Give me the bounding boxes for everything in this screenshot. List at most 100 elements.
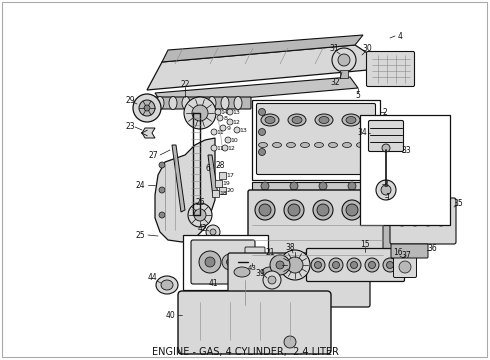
Ellipse shape — [265, 117, 275, 123]
Polygon shape — [155, 77, 358, 105]
Ellipse shape — [261, 114, 279, 126]
Circle shape — [199, 251, 221, 273]
Ellipse shape — [259, 143, 268, 148]
Circle shape — [387, 261, 393, 269]
Circle shape — [222, 254, 238, 270]
Text: 31: 31 — [329, 44, 339, 53]
Text: 2: 2 — [383, 108, 388, 117]
Ellipse shape — [156, 96, 164, 109]
Circle shape — [280, 250, 310, 280]
Text: 44: 44 — [147, 274, 157, 283]
Circle shape — [225, 137, 231, 143]
Circle shape — [194, 209, 206, 221]
Ellipse shape — [342, 114, 360, 126]
Circle shape — [381, 185, 391, 195]
Text: 1: 1 — [386, 193, 391, 202]
Text: 12: 12 — [232, 120, 240, 125]
Text: 39: 39 — [255, 270, 265, 279]
Text: 13: 13 — [232, 109, 240, 114]
FancyBboxPatch shape — [393, 256, 416, 278]
Circle shape — [206, 225, 220, 239]
FancyBboxPatch shape — [191, 240, 255, 284]
Text: 23: 23 — [125, 122, 135, 131]
Circle shape — [276, 261, 284, 269]
Circle shape — [211, 145, 217, 151]
Circle shape — [376, 180, 396, 200]
Ellipse shape — [292, 117, 302, 123]
Text: 33: 33 — [401, 145, 411, 154]
Text: 25: 25 — [135, 230, 145, 239]
Circle shape — [329, 258, 343, 272]
Text: 30: 30 — [362, 44, 372, 53]
Circle shape — [133, 94, 161, 122]
Ellipse shape — [221, 96, 229, 109]
Text: 5: 5 — [356, 90, 361, 99]
Polygon shape — [147, 45, 390, 90]
Circle shape — [259, 108, 266, 116]
Text: 29: 29 — [125, 95, 135, 104]
Circle shape — [319, 182, 327, 190]
Text: 38: 38 — [285, 243, 295, 252]
Bar — [212, 190, 219, 197]
Text: 3: 3 — [384, 180, 389, 189]
Text: 19: 19 — [222, 180, 230, 185]
Text: 15: 15 — [360, 239, 370, 248]
Circle shape — [333, 261, 340, 269]
FancyBboxPatch shape — [391, 244, 428, 258]
Circle shape — [332, 48, 356, 72]
Ellipse shape — [290, 267, 306, 277]
FancyBboxPatch shape — [307, 248, 405, 282]
Bar — [183, 235, 268, 290]
Polygon shape — [172, 145, 185, 212]
Bar — [340, 70, 348, 78]
Circle shape — [290, 182, 298, 190]
Circle shape — [346, 204, 358, 216]
Circle shape — [261, 182, 269, 190]
Circle shape — [382, 144, 390, 152]
Ellipse shape — [272, 143, 281, 148]
Text: 32: 32 — [330, 77, 340, 86]
Circle shape — [365, 258, 379, 272]
Ellipse shape — [234, 267, 250, 277]
Ellipse shape — [318, 267, 334, 277]
Circle shape — [284, 200, 304, 220]
Ellipse shape — [328, 143, 338, 148]
Polygon shape — [155, 138, 215, 242]
Circle shape — [268, 276, 276, 284]
Circle shape — [425, 219, 431, 224]
Circle shape — [347, 258, 361, 272]
Polygon shape — [162, 35, 363, 62]
Ellipse shape — [234, 96, 242, 109]
Circle shape — [205, 257, 215, 267]
Circle shape — [348, 182, 356, 190]
Ellipse shape — [300, 143, 310, 148]
Circle shape — [423, 216, 433, 226]
FancyBboxPatch shape — [390, 198, 456, 244]
Text: 12: 12 — [227, 145, 235, 150]
Ellipse shape — [343, 143, 351, 148]
Bar — [219, 172, 226, 179]
Text: 27: 27 — [148, 150, 158, 159]
FancyBboxPatch shape — [154, 97, 251, 109]
Circle shape — [413, 219, 417, 224]
Ellipse shape — [346, 117, 356, 123]
Ellipse shape — [182, 96, 190, 109]
Circle shape — [288, 204, 300, 216]
Polygon shape — [252, 182, 382, 190]
Circle shape — [259, 204, 271, 216]
Text: 37: 37 — [401, 251, 411, 260]
Text: 16: 16 — [393, 248, 403, 257]
Circle shape — [227, 109, 233, 115]
Polygon shape — [383, 192, 395, 277]
Circle shape — [159, 187, 165, 193]
Text: 40: 40 — [165, 310, 175, 320]
FancyBboxPatch shape — [178, 291, 331, 354]
Polygon shape — [142, 128, 155, 138]
Ellipse shape — [287, 143, 295, 148]
Ellipse shape — [262, 267, 278, 277]
Text: 11: 11 — [216, 130, 224, 135]
Text: 41: 41 — [208, 279, 218, 288]
Ellipse shape — [161, 280, 173, 290]
Bar — [360, 115, 450, 225]
Ellipse shape — [208, 96, 216, 109]
